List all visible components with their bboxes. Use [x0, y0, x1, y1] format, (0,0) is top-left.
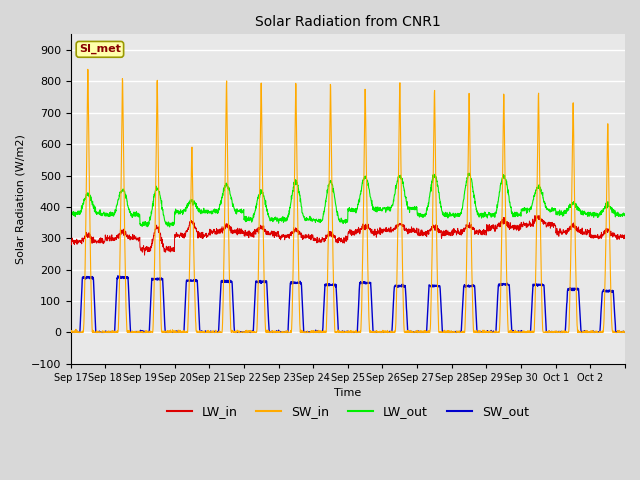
X-axis label: Time: Time: [334, 388, 362, 398]
Legend: LW_in, SW_in, LW_out, SW_out: LW_in, SW_in, LW_out, SW_out: [162, 400, 534, 423]
Text: SI_met: SI_met: [79, 44, 121, 55]
Y-axis label: Solar Radiation (W/m2): Solar Radiation (W/m2): [15, 134, 25, 264]
Title: Solar Radiation from CNR1: Solar Radiation from CNR1: [255, 15, 441, 29]
